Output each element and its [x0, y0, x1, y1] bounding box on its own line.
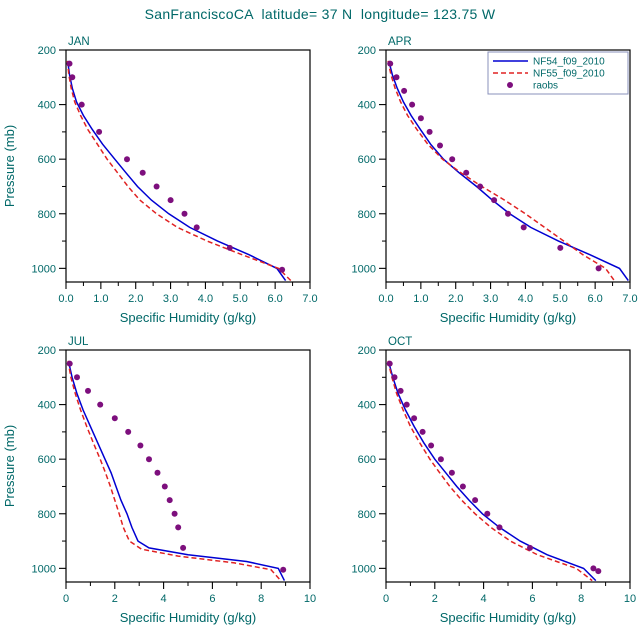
svg-text:2: 2 — [112, 593, 118, 605]
svg-text:7.0: 7.0 — [622, 293, 637, 305]
panel-jan-chart: 200 400 600 800 1000 0.0 1.0 2.0 3.0 4.0 5.0 6.0 7.0… — [2, 36, 318, 325]
svg-text:600: 600 — [38, 154, 56, 166]
svg-text:1.0: 1.0 — [413, 293, 428, 305]
figure-title: SanFranciscoCA latitude= 37 N longitude=… — [144, 6, 496, 22]
svg-text:0.0: 0.0 — [378, 293, 393, 305]
svg-text:0: 0 — [63, 593, 69, 605]
svg-text:Specific Humidity (g/kg): Specific Humidity (g/kg) — [440, 610, 577, 625]
svg-text:Pressure (mb): Pressure (mb) — [2, 125, 17, 207]
panel-grid: 200 400 600 800 1000 0.0 1.0 2.0 3.0 4.0 5.0 6.0 7.0… — [0, 30, 640, 630]
svg-text:APR: APR — [388, 36, 412, 48]
panel-oct-chart: 200 400 600 800 1000 0 2 4 6 8 10 OCT Specific Humid… — [352, 336, 637, 625]
svg-text:raobs: raobs — [533, 81, 558, 92]
svg-text:600: 600 — [358, 154, 376, 166]
svg-text:6: 6 — [209, 593, 215, 605]
svg-text:2.0: 2.0 — [448, 293, 463, 305]
svg-text:1.0: 1.0 — [93, 293, 108, 305]
svg-text:3.0: 3.0 — [163, 293, 178, 305]
svg-text:7.0: 7.0 — [302, 293, 317, 305]
svg-text:8: 8 — [578, 593, 584, 605]
svg-text:4.0: 4.0 — [518, 293, 533, 305]
svg-text:Specific Humidity (g/kg): Specific Humidity (g/kg) — [440, 310, 577, 325]
svg-text:OCT: OCT — [388, 336, 412, 348]
svg-text:0.0: 0.0 — [58, 293, 73, 305]
svg-text:1000: 1000 — [32, 263, 56, 275]
svg-text:200: 200 — [38, 45, 56, 57]
svg-text:1000: 1000 — [32, 563, 56, 575]
svg-text:10: 10 — [624, 593, 636, 605]
svg-text:5.0: 5.0 — [553, 293, 568, 305]
svg-text:200: 200 — [38, 345, 56, 357]
svg-text:NF55_f09_2010: NF55_f09_2010 — [533, 69, 605, 80]
svg-text:NF54_f09_2010: NF54_f09_2010 — [533, 57, 605, 68]
svg-text:JUL: JUL — [68, 336, 89, 348]
svg-text:800: 800 — [358, 209, 376, 221]
svg-text:3.0: 3.0 — [483, 293, 498, 305]
svg-text:1000: 1000 — [352, 263, 376, 275]
svg-text:800: 800 — [38, 209, 56, 221]
svg-text:0: 0 — [383, 593, 389, 605]
svg-text:400: 400 — [358, 100, 376, 112]
svg-text:8: 8 — [258, 593, 264, 605]
svg-text:400: 400 — [358, 400, 376, 412]
svg-text:Pressure (mb): Pressure (mb) — [2, 425, 17, 507]
svg-text:JAN: JAN — [68, 36, 90, 48]
svg-text:4.0: 4.0 — [198, 293, 213, 305]
svg-text:600: 600 — [358, 454, 376, 466]
svg-text:800: 800 — [358, 509, 376, 521]
svg-text:6.0: 6.0 — [587, 293, 602, 305]
svg-text:400: 400 — [38, 400, 56, 412]
svg-text:600: 600 — [38, 454, 56, 466]
svg-text:5.0: 5.0 — [233, 293, 248, 305]
svg-text:1000: 1000 — [352, 563, 376, 575]
svg-text:Specific Humidity (g/kg): Specific Humidity (g/kg) — [120, 310, 257, 325]
svg-text:6: 6 — [529, 593, 535, 605]
svg-text:4: 4 — [481, 593, 487, 605]
svg-text:400: 400 — [38, 100, 56, 112]
panel-jul-chart: 200 400 600 800 1000 0 2 4 6 8 10 JUL Specific Humid… — [2, 336, 316, 625]
panel-apr-chart: 200 400 600 800 1000 0.0 1.0 2.0 3.0 4.0 5.0 6.0 7.0… — [352, 36, 638, 325]
svg-text:Specific Humidity (g/kg): Specific Humidity (g/kg) — [120, 610, 257, 625]
svg-text:4: 4 — [161, 593, 167, 605]
svg-text:10: 10 — [304, 593, 316, 605]
svg-text:2.0: 2.0 — [128, 293, 143, 305]
svg-text:200: 200 — [358, 45, 376, 57]
svg-text:800: 800 — [38, 509, 56, 521]
svg-text:6.0: 6.0 — [267, 293, 282, 305]
svg-text:200: 200 — [358, 345, 376, 357]
svg-text:2: 2 — [432, 593, 438, 605]
